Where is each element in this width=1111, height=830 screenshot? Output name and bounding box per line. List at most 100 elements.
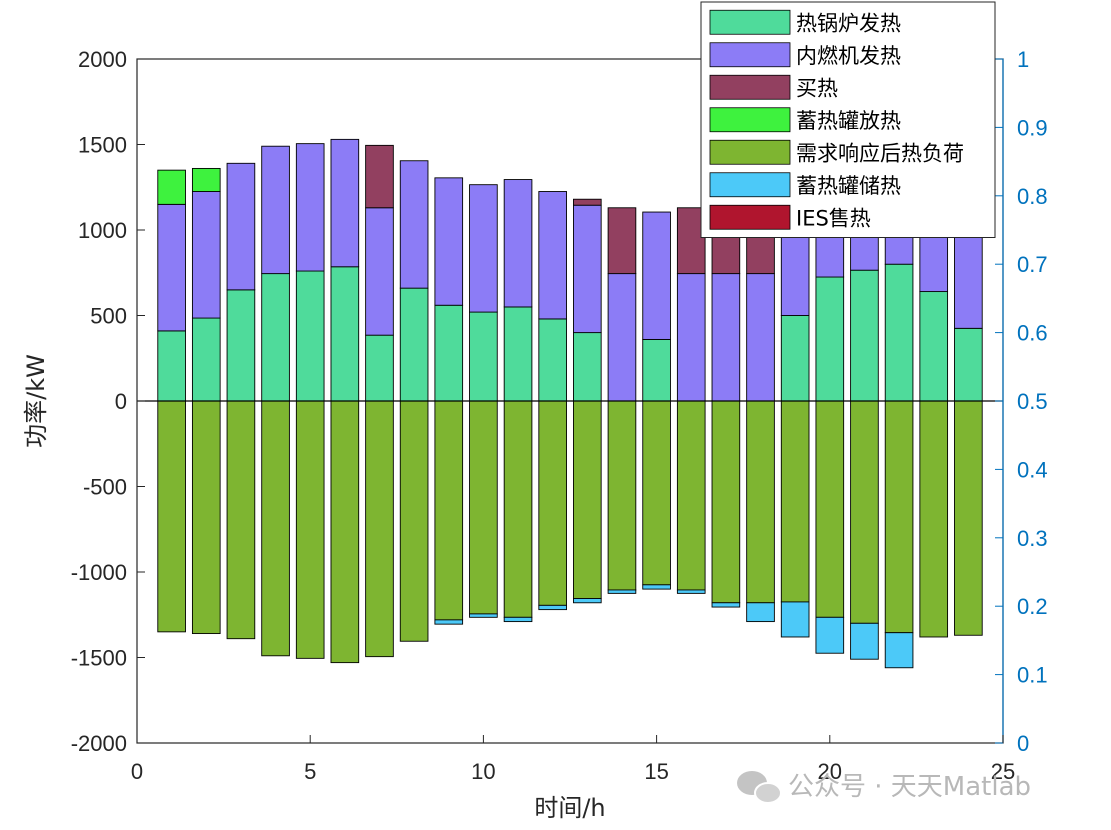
y-right-tick-label: 1 xyxy=(1017,47,1029,72)
y-right-tick-label: 0.6 xyxy=(1017,321,1048,346)
bar-s0-h19 xyxy=(780,315,810,402)
bar-s4-h19 xyxy=(780,400,810,603)
bar-s1-h9 xyxy=(434,177,464,306)
bar-s3-h1 xyxy=(157,169,186,205)
bar-s0-h5 xyxy=(295,270,325,402)
bar-s1-h6 xyxy=(330,138,360,268)
bar-s1-h10 xyxy=(469,184,498,313)
bar-s1-h17 xyxy=(711,273,741,402)
bar-s4-h14 xyxy=(607,400,637,591)
bar-s4-h17 xyxy=(711,400,741,604)
bar-s4-h9 xyxy=(434,400,464,621)
bar-s1-h8 xyxy=(399,160,429,289)
y-right-tick-label: 0.5 xyxy=(1017,389,1048,414)
x-axis: 0 5 10 15 20 25 xyxy=(131,735,1015,784)
bar-layer xyxy=(157,136,983,669)
y-tick-label: -500 xyxy=(83,475,127,500)
bar-s1-h14 xyxy=(607,273,637,402)
bar-s5-h18 xyxy=(746,602,775,623)
bar-s1-h2 xyxy=(191,191,221,319)
bar-s0-h12 xyxy=(538,318,567,402)
bar-s2-h7 xyxy=(365,144,394,209)
watermark: 公众号 · 天天Matlab xyxy=(737,771,1031,804)
bar-s2-h14 xyxy=(607,207,637,275)
y-right-tick-label: 0.2 xyxy=(1017,594,1048,619)
bar-s1-h15 xyxy=(642,211,671,340)
y-right-tick-label: 0.9 xyxy=(1017,115,1048,140)
bar-s1-h5 xyxy=(295,143,325,272)
bar-s0-h4 xyxy=(261,273,290,402)
bar-s4-h6 xyxy=(330,400,360,664)
y-tick-label: 1000 xyxy=(78,218,127,243)
legend-label: 蓄热罐储热 xyxy=(796,174,901,198)
bar-s1-h11 xyxy=(503,179,533,308)
bar-s5-h15 xyxy=(642,584,671,590)
bar-s5-h12 xyxy=(538,604,567,611)
bar-s0-h13 xyxy=(573,332,602,402)
legend-label: 需求响应后热负荷 xyxy=(796,141,964,165)
bar-s4-h4 xyxy=(261,400,290,657)
legend-swatch xyxy=(709,172,791,198)
bar-s4-h2 xyxy=(191,400,221,635)
legend-label: 买热 xyxy=(796,76,838,100)
bar-s2-h16 xyxy=(676,207,706,275)
y-tick-label: 500 xyxy=(90,304,127,329)
x-tick-label: 5 xyxy=(304,759,316,784)
bar-s4-h18 xyxy=(746,400,775,604)
bar-s4-h11 xyxy=(503,400,533,618)
bar-s0-h15 xyxy=(642,338,671,402)
bar-s5-h19 xyxy=(780,601,810,638)
y-tick-label: 1500 xyxy=(78,133,127,158)
bar-s0-h10 xyxy=(469,311,498,402)
wechat-icon xyxy=(737,771,782,804)
bar-s0-h21 xyxy=(850,269,879,402)
watermark-text: 公众号 · 天天Matlab xyxy=(788,772,1031,802)
bar-s4-h16 xyxy=(676,400,706,591)
legend-label: 内燃机发热 xyxy=(796,44,901,68)
y-right-tick-label: 0.7 xyxy=(1017,252,1048,277)
bar-s2-h13 xyxy=(573,198,602,206)
bar-s0-h2 xyxy=(191,317,221,402)
x-axis-label: 时间/h xyxy=(534,794,605,822)
bar-s0-h1 xyxy=(157,330,186,402)
bar-s1-h1 xyxy=(157,203,186,332)
y-tick-label: -1000 xyxy=(71,560,127,585)
bar-s5-h11 xyxy=(503,616,533,623)
bar-s4-h20 xyxy=(815,400,845,618)
legend-label: 蓄热罐放热 xyxy=(796,109,901,133)
bar-s0-h23 xyxy=(919,291,949,402)
bar-s1-h3 xyxy=(226,162,256,291)
legend-swatch xyxy=(709,204,791,230)
x-tick-label: 10 xyxy=(471,759,495,784)
bar-s5-h17 xyxy=(711,602,741,608)
y-right-tick-label: 0.1 xyxy=(1017,663,1048,688)
bar-s4-h22 xyxy=(884,400,914,634)
legend-label: 热锅炉发热 xyxy=(796,11,901,35)
bar-s5-h9 xyxy=(434,619,464,625)
bar-s1-h4 xyxy=(261,145,290,275)
y-tick-label: 2000 xyxy=(78,47,127,72)
bar-s5-h13 xyxy=(573,598,602,604)
bar-s4-h13 xyxy=(573,400,602,599)
bar-s0-h8 xyxy=(399,287,429,402)
bar-s5-h21 xyxy=(850,622,879,660)
bar-s1-h7 xyxy=(365,207,394,336)
bar-s4-h5 xyxy=(295,400,325,659)
y-right-tick-label: 0.8 xyxy=(1017,184,1048,209)
bar-s1-h13 xyxy=(573,204,602,334)
right-axis: 0 0.1 0.2 0.3 0.4 0.5 0.6 0.7 0.8 0.9 1 xyxy=(995,47,1048,756)
y-axis-label: 功率/kW xyxy=(22,354,50,448)
bar-s4-h10 xyxy=(469,400,498,615)
x-tick-label: 0 xyxy=(131,759,143,784)
bar-s5-h14 xyxy=(607,589,637,594)
left-axis: -2000 -1500 -1000 -500 0 500 1000 1500 2000 xyxy=(71,47,145,756)
x-tick-label: 15 xyxy=(644,759,668,784)
bar-s4-h7 xyxy=(365,400,394,658)
bar-s5-h20 xyxy=(815,616,845,654)
bar-s4-h15 xyxy=(642,400,671,586)
bar-s0-h11 xyxy=(503,306,533,402)
bar-s1-h18 xyxy=(746,273,775,402)
y-right-tick-label: 0.3 xyxy=(1017,526,1048,551)
